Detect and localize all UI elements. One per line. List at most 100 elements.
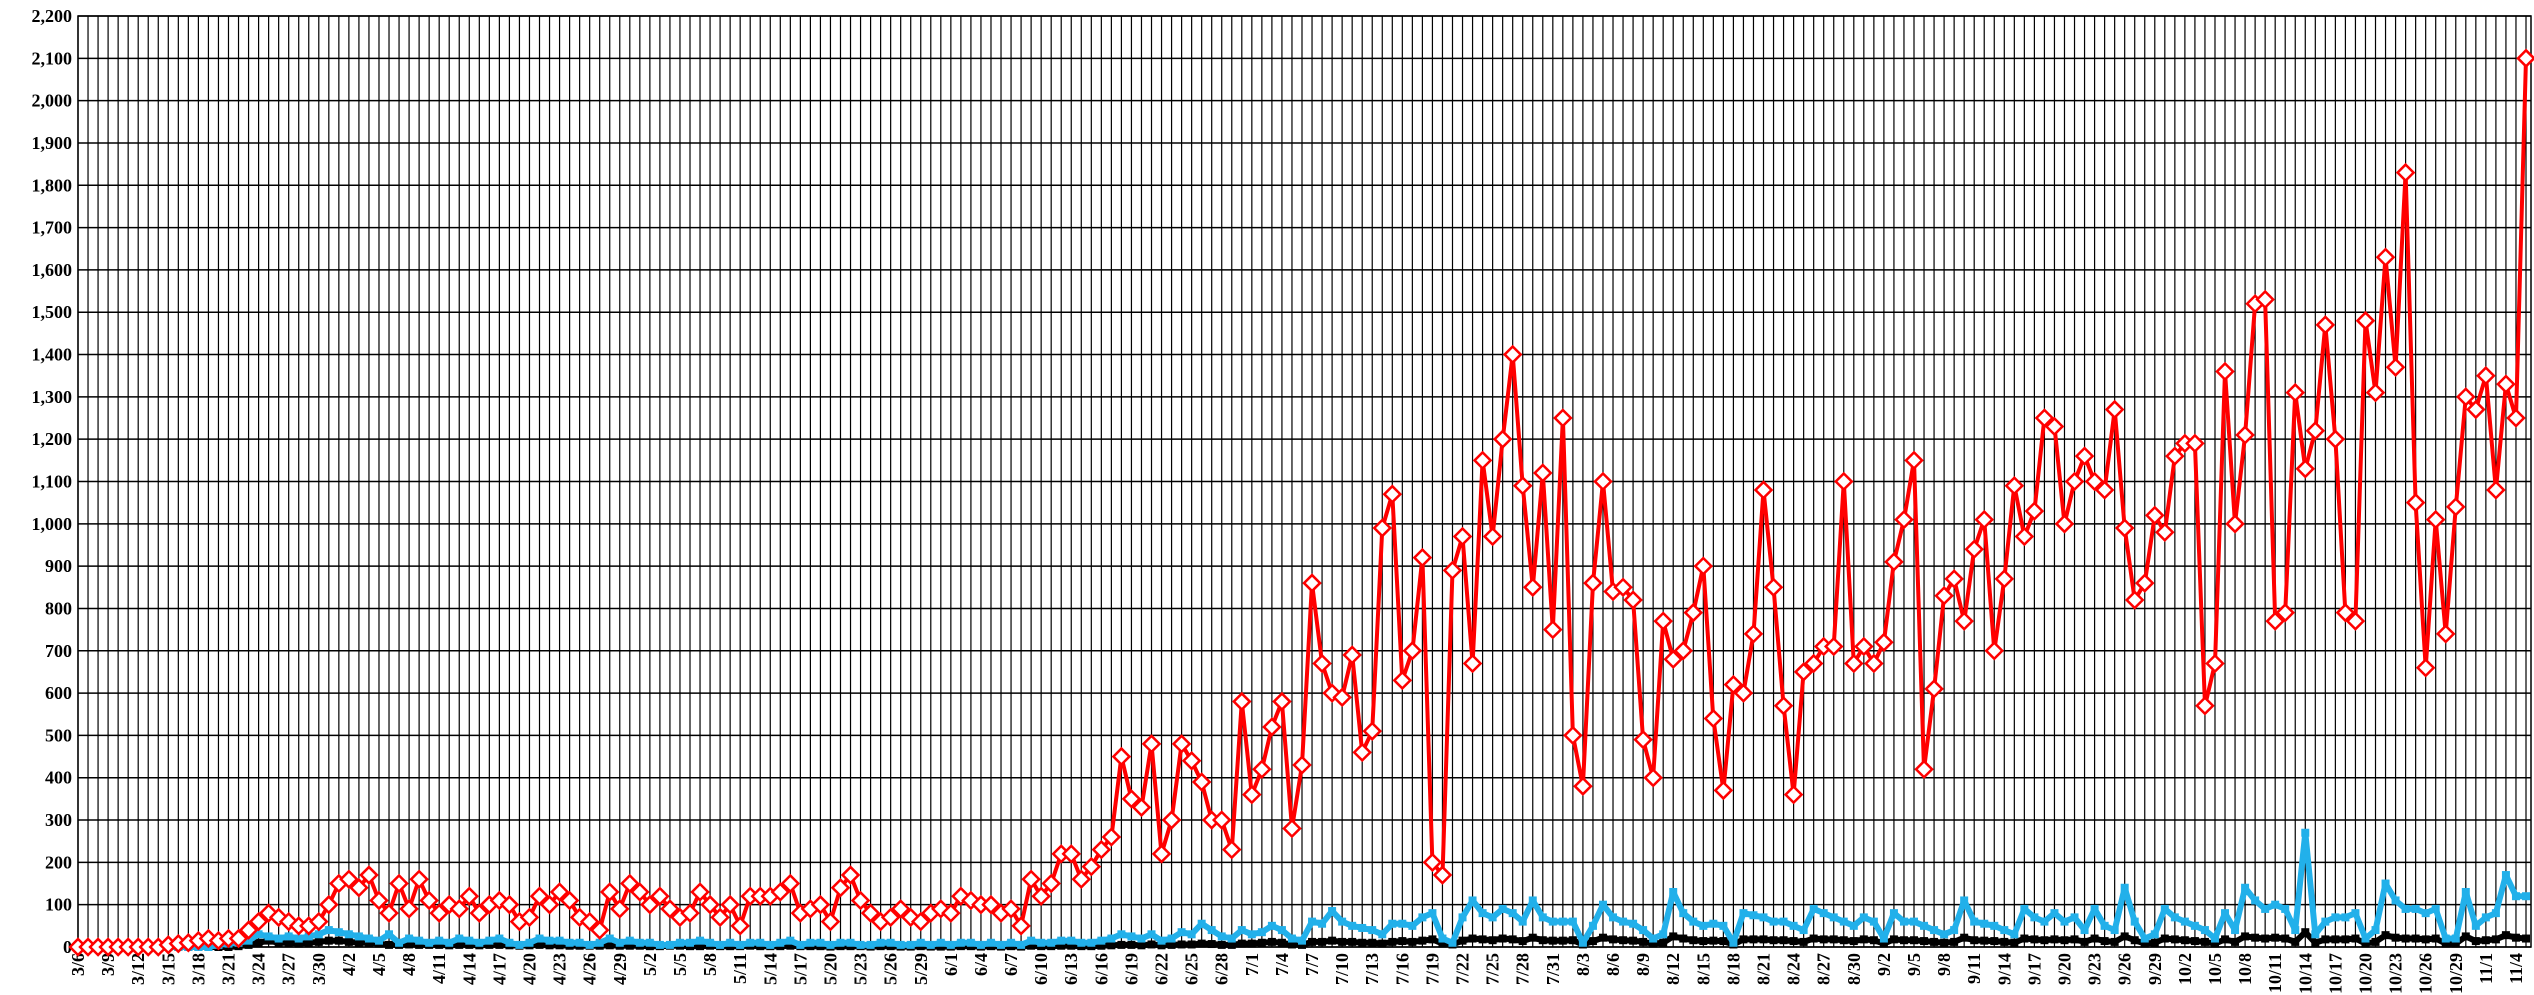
x-tick-label: 4/8 [399,953,419,976]
data-point [2466,399,2486,420]
x-tick-label: 8/15 [1693,953,1713,985]
data-point [248,911,269,932]
data-point [1533,463,1553,483]
data-point [2170,913,2179,922]
x-tick-label: 7/25 [1483,953,1503,985]
data-point [1889,935,1898,944]
data-point [1422,852,1443,873]
data-point [1563,725,1583,746]
data-point [2024,501,2045,521]
data-point [1910,936,1918,945]
y-tick-label: 100 [45,895,72,915]
data-point [880,907,901,928]
data-point [1488,913,1497,922]
data-point [1914,759,1934,780]
data-point [1081,856,1102,877]
data-point [364,934,373,943]
data-point [1699,921,1708,930]
data-point [1047,938,1056,947]
data-point [1091,839,1112,860]
data-point [766,940,775,949]
data-point [1924,679,1944,699]
data-point [1874,632,1894,653]
data-point [485,940,494,949]
data-point [1558,917,1567,926]
data-point [2130,936,2139,945]
data-point [826,940,835,949]
data-point [1338,917,1347,926]
y-tick-label: 2,100 [32,48,73,68]
data-point [1779,936,1788,945]
data-point [294,934,303,943]
data-point [1783,784,1804,805]
data-point [1970,917,1979,926]
data-point [981,894,1001,915]
x-tick-label: 5/2 [640,953,660,976]
data-point [856,940,865,949]
data-point [986,938,995,947]
data-point [2170,935,2179,944]
data-point [1799,926,1808,935]
data-point [2496,374,2516,394]
x-tick-label: 7/13 [1362,953,1382,985]
data-point [2120,883,2129,892]
data-point [1408,921,1417,930]
data-point [429,903,449,923]
data-point [589,920,610,940]
data-point [439,894,459,915]
data-point [1197,919,1206,928]
data-point [354,938,363,947]
data-point [2074,446,2095,466]
data-point [2034,408,2055,428]
data-point [2205,653,2225,674]
data-point [2451,939,2460,948]
x-tick-label: 7/28 [1513,953,1533,985]
x-tick-label: 8/18 [1723,953,1743,985]
data-point [816,938,825,947]
data-point [1227,934,1236,943]
x-tick-label: 5/17 [790,953,810,985]
data-point [284,938,293,947]
data-point [635,938,644,947]
data-point [1362,721,1382,741]
x-tick-label: 7/31 [1543,953,1563,985]
data-point [314,937,323,946]
data-point [535,940,544,949]
data-point [1763,577,1784,598]
data-point [2331,913,2340,922]
data-point [1639,926,1648,935]
y-tick-label: 1,700 [32,218,73,238]
data-point [2060,936,2069,945]
data-point [555,941,564,950]
data-point [1382,484,1403,504]
data-point [1408,937,1417,946]
data-point [1272,691,1292,712]
data-point [1990,921,1999,930]
data-point [2271,900,2280,909]
data-point [2491,909,2500,918]
x-tick-label: 4/23 [550,953,570,985]
data-point [946,940,955,949]
data-point [2321,935,2330,944]
data-point [1378,939,1387,948]
x-tick-label: 8/3 [1573,953,1593,976]
data-point [2281,904,2290,913]
data-point [1037,938,1046,947]
data-point [2150,938,2159,947]
series [74,828,2530,951]
data-point [1252,759,1272,780]
data-point [1709,936,1718,945]
data-point [364,938,373,947]
data-point [2516,48,2534,69]
data-point [1432,865,1453,885]
x-tick-label: 6/1 [941,953,961,976]
data-point [686,938,694,947]
data-point [1127,940,1136,949]
data-point [1859,935,1868,944]
data-point [1508,909,1517,918]
y-tick-label: 2,200 [32,6,73,26]
data-point [2345,611,2366,631]
data-point [2381,879,2390,888]
data-point [1352,742,1372,763]
data-point [1689,917,1698,926]
